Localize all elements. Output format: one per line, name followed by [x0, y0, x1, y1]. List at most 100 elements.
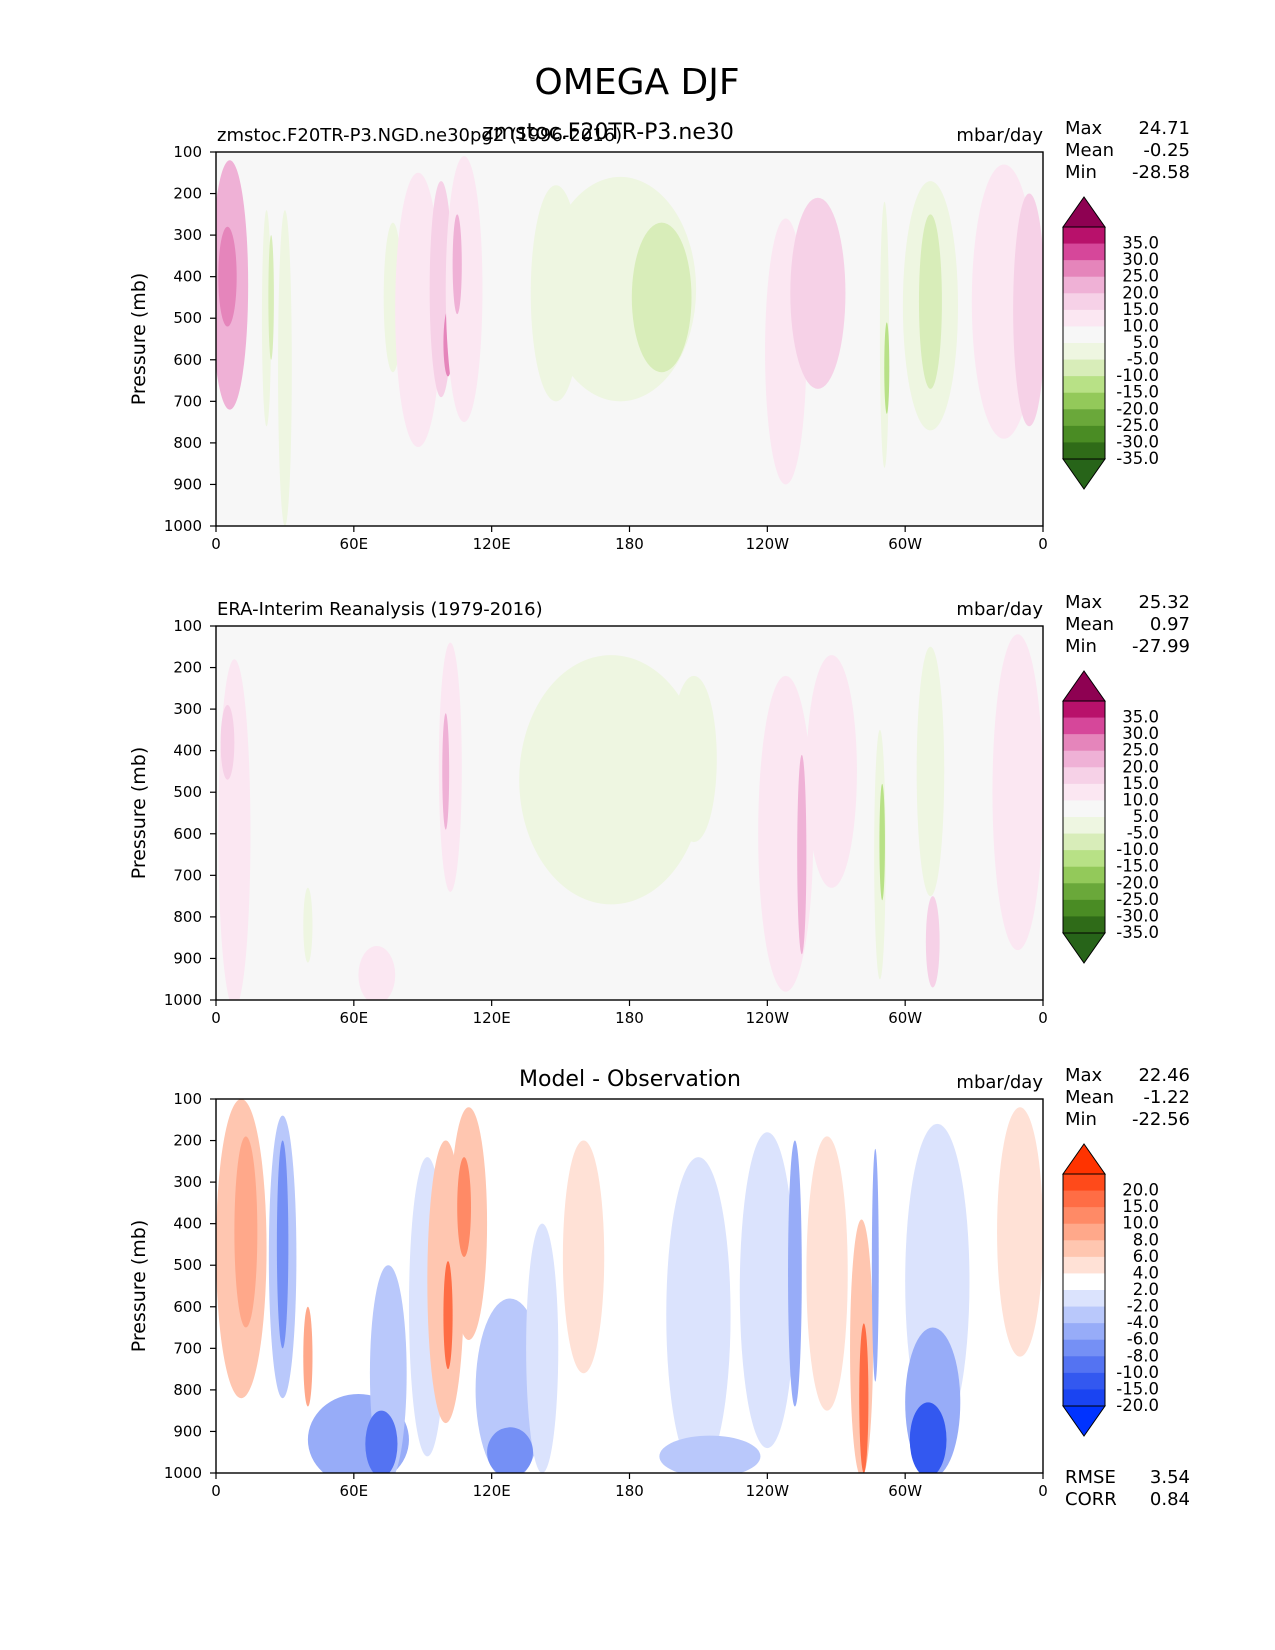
x-tick-label: 0 — [211, 535, 221, 553]
colorbar-segment — [1063, 260, 1105, 278]
colorbar-segment — [1063, 309, 1105, 327]
colorbar-tick-label: -25.0 — [1116, 416, 1159, 435]
x-tick-label: 120W — [746, 1009, 790, 1027]
contour-region — [871, 1148, 879, 1382]
colorbar: 35.030.025.020.015.010.05.0-5.0-10.0-15.… — [1062, 196, 1159, 490]
x-tick-label: 120W — [746, 535, 790, 553]
colorbar-tick-label: -4.0 — [1127, 1313, 1159, 1332]
y-tick-label: 700 — [173, 392, 202, 410]
colorbar-segment — [1063, 701, 1105, 719]
stat-value-min: -22.56 — [1132, 1109, 1190, 1130]
colorbar-tick-label: 15.0 — [1122, 300, 1159, 319]
colorbar-segment — [1063, 899, 1105, 917]
colorbar-segment — [1063, 227, 1105, 245]
contour-region — [909, 1402, 947, 1473]
x-tick-label: 180 — [615, 1482, 644, 1500]
colorbar-segment — [1063, 883, 1105, 901]
y-axis-label: Pressure (mb) — [128, 1220, 150, 1353]
colorbar-tick-label: -20.0 — [1116, 1396, 1159, 1415]
colorbar-tick-label: -15.0 — [1116, 1379, 1159, 1398]
contour-region — [562, 1140, 605, 1374]
y-tick-label: 1000 — [164, 991, 202, 1009]
colorbar-segment — [1063, 1174, 1105, 1192]
contour-region — [788, 1140, 802, 1407]
colorbar-tick-label: -8.0 — [1127, 1346, 1159, 1365]
contour-region — [631, 222, 692, 373]
y-tick-label: 400 — [173, 1215, 202, 1233]
x-tick-label: 0 — [1038, 1009, 1048, 1027]
stat-label-max: Max — [1065, 1065, 1103, 1086]
stat-label-min: Min — [1065, 1109, 1097, 1130]
colorbar-tick-label: -5.0 — [1127, 824, 1159, 843]
contour-region — [358, 945, 396, 1000]
colorbar-segment — [1063, 866, 1105, 884]
x-tick-label: 60E — [340, 1482, 369, 1500]
colorbar-tick-label: 20.0 — [1122, 1181, 1159, 1200]
colorbar-tick-label: 4.0 — [1133, 1263, 1159, 1282]
stat-label-mean: Mean — [1065, 140, 1114, 161]
colorbar-frame — [1062, 700, 1106, 934]
y-tick-label: 700 — [173, 1339, 202, 1357]
contour-region — [992, 634, 1043, 951]
colorbar-tick-label: 30.0 — [1122, 724, 1159, 743]
contour-region — [457, 1157, 471, 1257]
colorbar-segment — [1063, 409, 1105, 427]
colorbar-segment — [1063, 783, 1105, 801]
x-tick-label: 120E — [473, 1009, 511, 1027]
contour-region — [218, 226, 237, 327]
colorbar-segment — [1063, 425, 1105, 443]
colorbar-tick-label: -15.0 — [1116, 383, 1159, 402]
y-tick-label: 300 — [173, 700, 202, 718]
colorbar-tick-label: -10.0 — [1116, 840, 1159, 859]
y-tick-label: 900 — [173, 475, 202, 493]
stat-value-mean: -0.25 — [1143, 140, 1190, 161]
contour-region — [218, 659, 251, 1000]
colorbar-segment — [1063, 1207, 1105, 1225]
colorbar-tick-label: 15.0 — [1122, 774, 1159, 793]
colorbar-tick-label: -10.0 — [1116, 366, 1159, 385]
contour-region — [526, 1223, 559, 1473]
contour-region — [806, 655, 857, 888]
contour-region — [918, 214, 942, 389]
colorbar-tick-label: 25.0 — [1122, 741, 1159, 760]
y-tick-label: 600 — [173, 1298, 202, 1316]
contour-region — [395, 172, 442, 448]
y-tick-label: 700 — [173, 866, 202, 884]
y-tick-label: 200 — [173, 659, 202, 677]
colorbar-tick-label: 2.0 — [1133, 1280, 1159, 1299]
colorbar-segment — [1063, 1290, 1105, 1308]
colorbar-segment — [1063, 916, 1105, 934]
colorbar-tick-label: -15.0 — [1116, 857, 1159, 876]
x-tick-label: 0 — [1038, 535, 1048, 553]
colorbar-segment — [1063, 276, 1105, 294]
colorbar-segment — [1063, 359, 1105, 377]
panel-model: 0 60E 120E 180 120W 60W 0 100 200 300 400 500 600 700… — [128, 118, 1190, 553]
colorbar-segment — [1063, 833, 1105, 851]
y-tick-label: 800 — [173, 434, 202, 452]
panel-title-center: zmstoc.F20TR-P3.ne30 — [482, 120, 734, 145]
stat-value-max: 22.46 — [1138, 1065, 1190, 1086]
colorbar-tick-label: 10.0 — [1122, 1214, 1159, 1233]
stat-label-mean: Mean — [1065, 614, 1114, 635]
colorbar-tick-label: -30.0 — [1116, 432, 1159, 451]
colorbar-segment — [1063, 1323, 1105, 1341]
stat-label-mean: Mean — [1065, 1087, 1114, 1108]
x-tick-label: 120E — [473, 535, 511, 553]
units-label: mbar/day — [956, 1072, 1043, 1093]
y-axis-label: Pressure (mb) — [128, 273, 150, 406]
contour-region — [884, 322, 890, 414]
colorbar-segment — [1063, 1389, 1105, 1407]
colorbar-tick-label: 8.0 — [1133, 1230, 1159, 1249]
contour-region — [278, 210, 292, 526]
stat-value-min: -28.58 — [1132, 162, 1190, 183]
x-tick-label: 60E — [340, 1009, 369, 1027]
colorbar-segment — [1063, 376, 1105, 394]
contour-region — [997, 1107, 1043, 1357]
y-tick-label: 1000 — [164, 517, 202, 535]
y-tick-label: 1000 — [164, 1464, 202, 1482]
colorbar-segment — [1063, 1190, 1105, 1208]
colorbar-segment — [1063, 392, 1105, 410]
contour-region — [443, 1261, 453, 1370]
contour-region — [442, 713, 450, 830]
colorbar-segment — [1063, 293, 1105, 311]
